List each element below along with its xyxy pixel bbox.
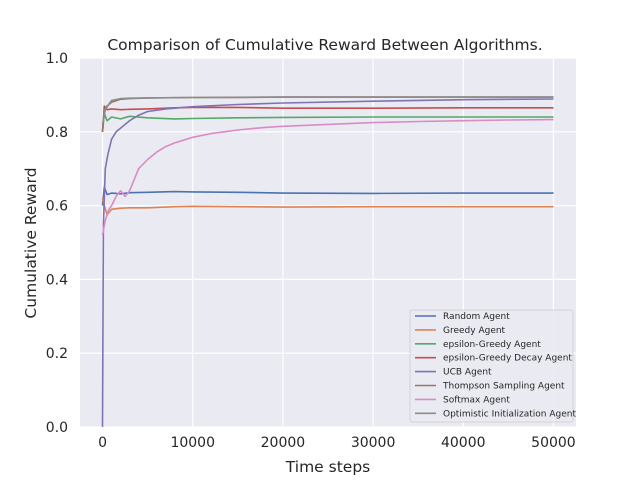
legend-label: Softmax Agent — [443, 395, 510, 405]
legend-box — [409, 309, 574, 423]
x-tick-label: 50000 — [531, 435, 576, 451]
y-tick-label: 0.2 — [46, 346, 68, 362]
legend-label: Optimistic Initialization Agent — [443, 409, 576, 419]
y-tick-labels: 0.0 0.2 0.4 0.6 0.8 1.0 — [46, 51, 68, 436]
legend: Random Agent Greedy Agent epsilon-Greedy A… — [409, 309, 576, 423]
x-tick-label: 10000 — [170, 435, 215, 451]
y-tick-label: 0.4 — [46, 272, 68, 288]
legend-label: epsilon-Greedy Agent — [443, 340, 541, 350]
x-axis-label: Time steps — [285, 458, 370, 476]
series-line-0 — [101, 186, 554, 206]
y-tick-label: 1.0 — [46, 51, 68, 67]
legend-label: Thompson Sampling Agent — [442, 382, 565, 392]
chart-title: Comparison of Cumulative Reward Between … — [107, 36, 542, 54]
legend-label: epsilon-Greedy Decay Agent — [443, 354, 572, 364]
x-tick-label: 40000 — [441, 435, 486, 451]
series-lines — [101, 96, 554, 428]
y-tick-label: 0.8 — [46, 125, 68, 141]
series-line-2 — [101, 112, 554, 132]
x-tick-labels: 0 10000 20000 30000 40000 50000 — [98, 435, 576, 451]
x-tick-label: 30000 — [351, 435, 396, 451]
series-line-7 — [101, 96, 554, 125]
y-axis-label: Cumulative Reward — [22, 167, 40, 318]
x-tick-label: 20000 — [261, 435, 306, 451]
y-tick-label: 0.6 — [46, 199, 68, 215]
series-line-3 — [101, 105, 554, 132]
x-tick-label: 0 — [98, 435, 107, 451]
legend-label: Random Agent — [443, 312, 510, 322]
legend-label: UCB Agent — [443, 368, 492, 378]
y-tick-label: 0.0 — [46, 420, 68, 436]
legend-label: Greedy Agent — [443, 326, 506, 336]
series-line-6 — [101, 118, 554, 236]
grid-lines — [80, 57, 576, 428]
series-line-4 — [101, 98, 554, 428]
